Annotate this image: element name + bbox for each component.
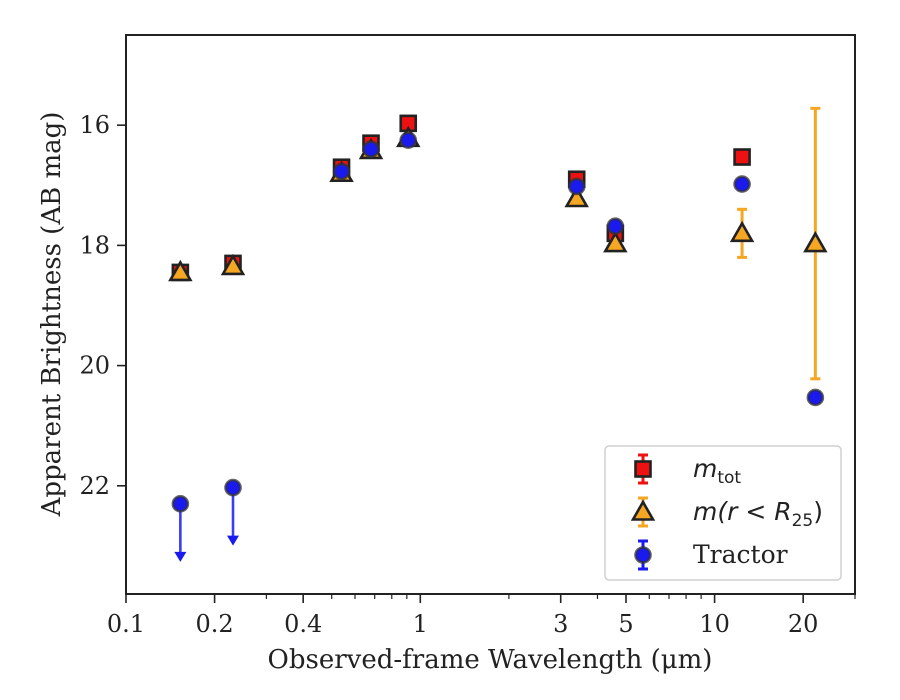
x-axis-label: Observed-frame Wavelength (μm) [268,645,713,675]
r25-point [729,220,755,243]
tractor-point [362,140,380,159]
legend-label: m(r < R25) [693,497,823,531]
r25-point [803,230,828,253]
upper-limit-arrowhead [227,535,240,546]
r25-point [220,253,246,276]
legend-marker [634,460,652,478]
x-tick-label: 0.2 [196,610,234,638]
mtot-point [733,148,751,166]
x-tick-label: 20 [788,610,819,638]
y-tick-label: 18 [79,231,110,259]
tractor-point [224,478,242,497]
upper-limit-arrowhead [174,551,187,562]
y-tick-label: 16 [79,111,110,139]
x-tick-label: 10 [699,610,730,638]
axis-ticks: 0.1 0.2 0.4 1 3 5 10 20 16 18 20 22 [79,111,856,638]
x-tick-label: 0.4 [284,610,322,638]
x-tick-label: 0.1 [107,610,145,638]
y-tick-label: 20 [79,352,110,380]
y-tick-label: 22 [79,472,110,500]
legend-label: mtot [693,454,741,488]
legend-marker [634,546,652,564]
x-tick-label: 3 [553,610,568,638]
tractor-point [567,177,586,196]
x-tick-label: 5 [618,610,633,638]
tractor-point [171,495,190,513]
tractor-point [332,162,351,181]
legend-marker [630,499,656,521]
r25-point [564,185,589,208]
legend: mtot m(r < R25) Tractor [604,445,842,581]
legend-box [604,445,842,581]
tractor-point [399,131,418,149]
tractor-point [606,217,625,235]
r25-point [168,259,193,282]
x-tick-label: 1 [413,610,428,638]
legend-label: Tractor [693,540,788,569]
tractor-point [733,175,751,193]
data-marks [168,106,828,562]
y-axis-label: Apparent Brightness (AB mag) [37,112,67,518]
plot-frame [125,34,856,595]
r25-point [603,230,628,253]
tractor-point [806,388,825,407]
